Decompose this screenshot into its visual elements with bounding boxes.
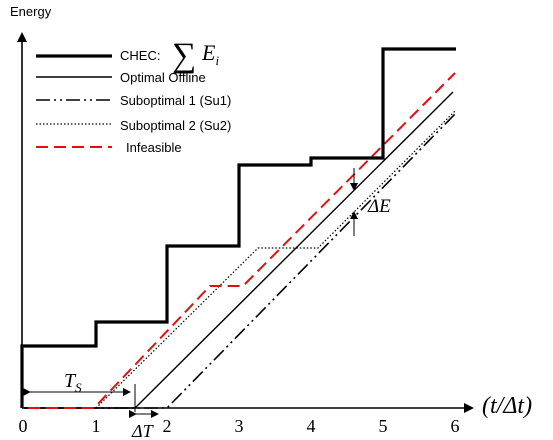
- x-tick-0: 0: [19, 416, 28, 436]
- legend: CHEC: ∑ Ei Optimal Offline Suboptimal 1 …: [36, 37, 231, 155]
- delta-e-annotation: ΔE: [350, 168, 391, 236]
- legend-label-chec: CHEC:: [120, 48, 160, 63]
- x-tick-labels: 0 1 2 3 4 5 6: [19, 416, 460, 436]
- delta-e-label: ΔE: [367, 196, 391, 217]
- ts-label: TS: [64, 370, 82, 395]
- legend-label-optimal: Optimal Offline: [120, 70, 206, 85]
- delta-t-annotation: ΔT: [129, 410, 159, 440]
- x-tick-3: 3: [235, 416, 244, 436]
- delta-t-label: ΔT: [131, 421, 155, 440]
- chec-formula-sum: ∑: [172, 37, 196, 74]
- chec-formula: ∑ Ei: [172, 37, 219, 74]
- legend-label-su2: Suboptimal 2 (Su2): [120, 118, 231, 133]
- ts-annotation: TS: [23, 370, 136, 412]
- y-axis-label: Energy: [10, 4, 52, 19]
- chec-step-curve: [20, 47, 456, 408]
- x-tick-1: 1: [92, 416, 101, 436]
- legend-label-infeasible: Infeasible: [126, 140, 182, 155]
- x-axis-label: (t/Δt): [482, 393, 532, 419]
- x-tick-5: 5: [379, 416, 388, 436]
- suboptimal-2-curve: [26, 109, 457, 409]
- x-tick-4: 4: [307, 416, 316, 436]
- x-tick-6: 6: [451, 416, 460, 436]
- x-tick-2: 2: [163, 416, 172, 436]
- legend-label-su1: Suboptimal 1 (Su1): [120, 93, 231, 108]
- infeasible-curve: [28, 72, 456, 409]
- suboptimal-1-curve: [24, 111, 458, 409]
- chec-formula-var: Ei: [201, 40, 219, 68]
